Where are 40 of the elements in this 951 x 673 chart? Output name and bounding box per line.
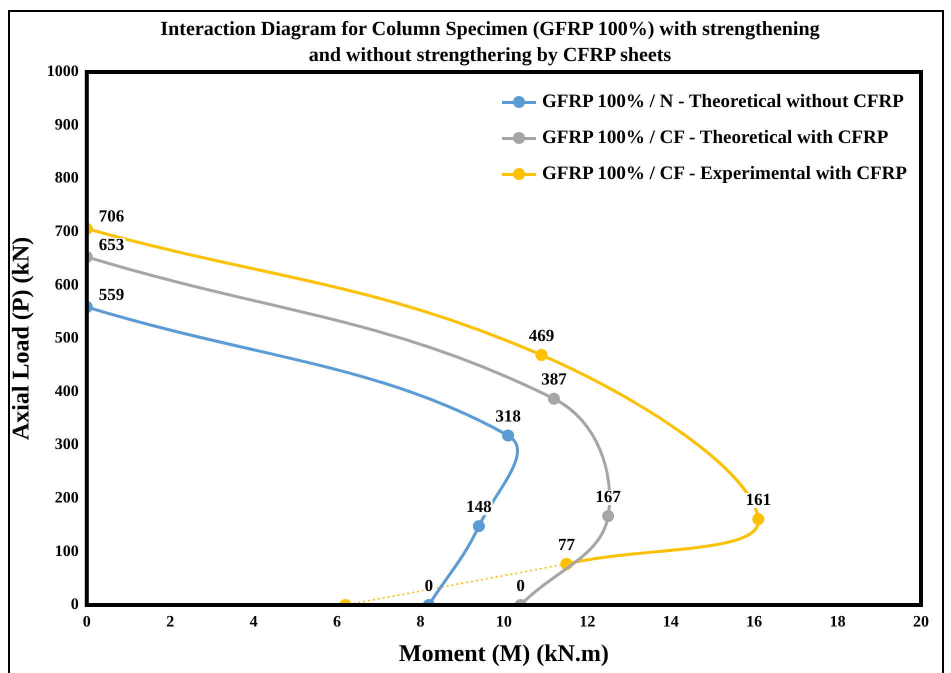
x-tick-label: 2 (166, 614, 174, 631)
x-tick-label: 0 (82, 614, 91, 631)
x-tick-label: 10 (496, 614, 512, 631)
data-label: 318 (495, 406, 521, 426)
legend-label: GFRP 100% / N - Theoretical without CFRP (542, 90, 904, 114)
y-tick-label: 1000 (46, 63, 79, 80)
y-tick-label: 100 (54, 542, 79, 560)
data-label: 469 (528, 326, 554, 345)
y-tick-label: 800 (54, 170, 79, 187)
x-tick-label: 6 (333, 614, 342, 631)
x-tick-label: 18 (830, 614, 846, 631)
data-label: 148 (466, 497, 492, 516)
x-tick-label: 16 (746, 614, 762, 631)
x-tick-label: 14 (662, 614, 679, 631)
y-tick-label: 300 (54, 436, 79, 454)
y-tick-label: 900 (54, 116, 79, 134)
y-tick-label: 0 (70, 596, 79, 614)
y-axis-title: Axial Load (P) (kN) (8, 236, 35, 440)
data-label: 161 (746, 490, 772, 510)
y-tick-label: 500 (54, 330, 79, 347)
data-label: 0 (424, 576, 434, 595)
data-label: 77 (558, 534, 576, 554)
y-tick-label: 600 (54, 276, 79, 294)
data-label: 167 (595, 486, 622, 506)
legend-label: GFRP 100% / CF - Theoretical with CFRP (542, 126, 888, 150)
x-axis-title: Moment (M) (kN.m) (398, 640, 609, 667)
y-tick-label: 200 (54, 490, 79, 507)
data-label: 0 (516, 576, 525, 595)
legend-label: GFRP 100% / CF - Experimental with CFRP (542, 162, 907, 186)
x-tick-label: 20 (913, 614, 929, 631)
data-label: 653 (98, 234, 124, 254)
data-label: 559 (98, 284, 124, 304)
x-tick-label: 4 (250, 614, 258, 631)
data-label: 387 (541, 370, 568, 389)
x-tick-label: 8 (416, 614, 424, 631)
x-tick-label: 12 (579, 614, 596, 631)
y-tick-label: 400 (54, 382, 79, 400)
chart-title: Interaction Diagram for Column Specimen (GFRP 100%) with strengthening and without strengthering by CFRP sheets (159, 17, 821, 68)
y-tick-label: 700 (54, 223, 79, 240)
data-label: 706 (98, 206, 124, 226)
